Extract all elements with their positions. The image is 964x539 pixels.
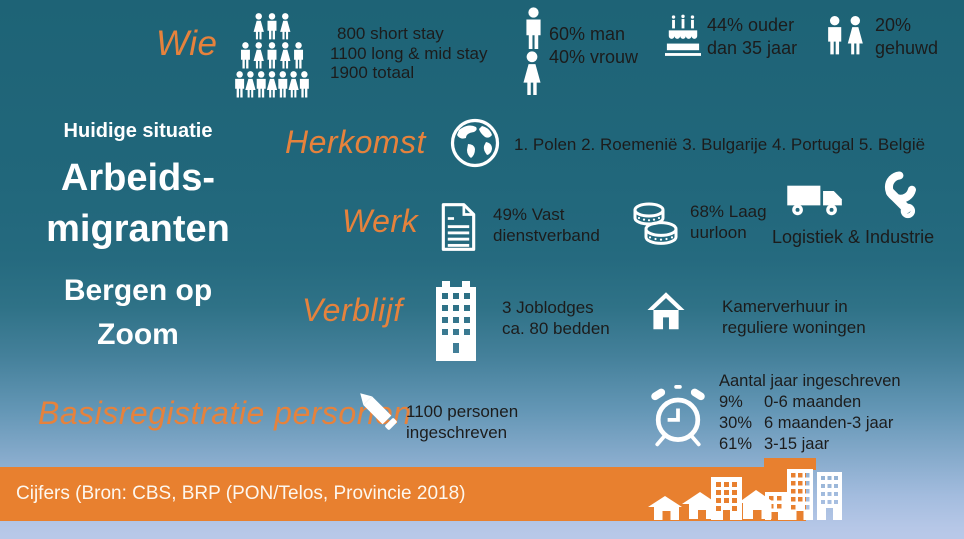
years-row-1-pct: 9% bbox=[719, 393, 743, 411]
lodges-line-2: ca. 80 bedden bbox=[502, 319, 610, 338]
years-row-3: 61% 3-15 jaar bbox=[719, 434, 901, 455]
wage-stat: 68% Laag uurloon bbox=[690, 201, 767, 243]
house-icon bbox=[647, 292, 685, 330]
lodges-line-1: 3 Joblodges bbox=[502, 298, 594, 317]
years-row-3-range: 3-15 jaar bbox=[764, 435, 830, 453]
gender-vrouw: 40% vrouw bbox=[549, 47, 639, 67]
cake-icon bbox=[665, 14, 701, 56]
registered-line-1: 1100 personen bbox=[406, 402, 519, 421]
section-label-verblijf: Verblijf bbox=[302, 292, 403, 328]
years-row-2-range: 6 maanden-3 jaar bbox=[764, 414, 894, 432]
years-registered-block: Aantal jaar ingeschreven 9% 0-6 maanden 3… bbox=[719, 371, 901, 455]
wage-line-1: 68% Laag bbox=[690, 202, 767, 221]
lodges-stat: 3 Joblodges ca. 80 bedden bbox=[502, 297, 610, 339]
years-row-1-range: 0-6 maanden bbox=[764, 393, 862, 411]
years-heading: Aantal jaar ingeschreven bbox=[719, 372, 901, 390]
skyline-buildings-icon bbox=[648, 469, 842, 520]
married-line-2: gehuwd bbox=[875, 38, 939, 58]
section-label-werk: Werk bbox=[342, 203, 419, 239]
married-line-1: 20% bbox=[875, 15, 912, 35]
coins-icon bbox=[633, 202, 678, 245]
crowd-icon bbox=[235, 13, 309, 98]
man-icon bbox=[526, 7, 541, 49]
years-row-3-pct: 61% bbox=[719, 435, 753, 453]
title-kicker: Huidige situatie bbox=[63, 120, 213, 142]
registered-line-2: ingeschreven bbox=[406, 423, 508, 442]
years-row-2: 30% 6 maanden-3 jaar bbox=[719, 413, 901, 434]
years-row-2-pct: 30% bbox=[719, 414, 753, 432]
rooms-line-1: Kamerverhuur in bbox=[722, 297, 848, 316]
title-line-3: Bergen op bbox=[63, 274, 213, 307]
stay-counts: 800 short stay 1100 long & mid stay 1900… bbox=[330, 24, 488, 83]
couple-icon bbox=[828, 15, 863, 55]
section-label-wie: Wie bbox=[156, 24, 218, 63]
years-row-1: 9% 0-6 maanden bbox=[719, 392, 901, 413]
rooms-stat: Kamerverhuur in reguliere woningen bbox=[722, 296, 866, 338]
contract-line-2: dienstverband bbox=[493, 226, 600, 245]
section-label-herkomst: Herkomst bbox=[285, 124, 426, 160]
stay-line-total: 1900 totaal bbox=[330, 63, 415, 82]
title-line-4: Zoom bbox=[97, 318, 179, 351]
truck-icon bbox=[787, 185, 842, 216]
herkomst-countries: 1. Polen 2. Roemenië 3. Bulgarije 4. Por… bbox=[514, 135, 926, 154]
woman-icon bbox=[523, 51, 541, 95]
sectors-text: Logistiek & Industrie bbox=[772, 227, 935, 247]
stay-line-short: 800 short stay bbox=[337, 24, 444, 43]
section-label-basisregistratie: Basisregistratie personen bbox=[38, 395, 412, 431]
globe-icon bbox=[450, 118, 500, 168]
stay-line-long: 1100 long & mid stay bbox=[330, 43, 488, 63]
age-line-1: 44% ouder bbox=[707, 15, 795, 35]
gender-man: 60% man bbox=[549, 24, 626, 44]
pencil-icon bbox=[360, 393, 397, 430]
title-line-2: migranten bbox=[46, 208, 230, 250]
registered-stat: 1100 personen ingeschreven bbox=[406, 401, 518, 443]
rooms-line-2: reguliere woningen bbox=[722, 318, 866, 337]
alarm-clock-icon bbox=[651, 384, 705, 447]
title-line-1: Arbeids- bbox=[60, 157, 216, 199]
source-text: Cijfers (Bron: CBS, BRP (PON/Telos, Prov… bbox=[16, 483, 466, 504]
title-block: Huidige situatie Arbeids- migranten Berg… bbox=[10, 120, 266, 357]
married-stat: 20% gehuwd bbox=[875, 14, 938, 60]
gender-split: 60% man 40% vrouw bbox=[549, 23, 638, 69]
age-line-2: dan 35 jaar bbox=[707, 38, 798, 58]
building-icon bbox=[436, 281, 476, 361]
age-stat: 44% ouder dan 35 jaar bbox=[707, 14, 797, 60]
wage-line-2: uurloon bbox=[690, 223, 747, 242]
contract-line-1: 49% Vast bbox=[493, 205, 565, 224]
contract-stat: 49% Vast dienstverband bbox=[493, 204, 600, 246]
wrench-icon bbox=[884, 171, 916, 219]
document-icon bbox=[441, 203, 476, 251]
